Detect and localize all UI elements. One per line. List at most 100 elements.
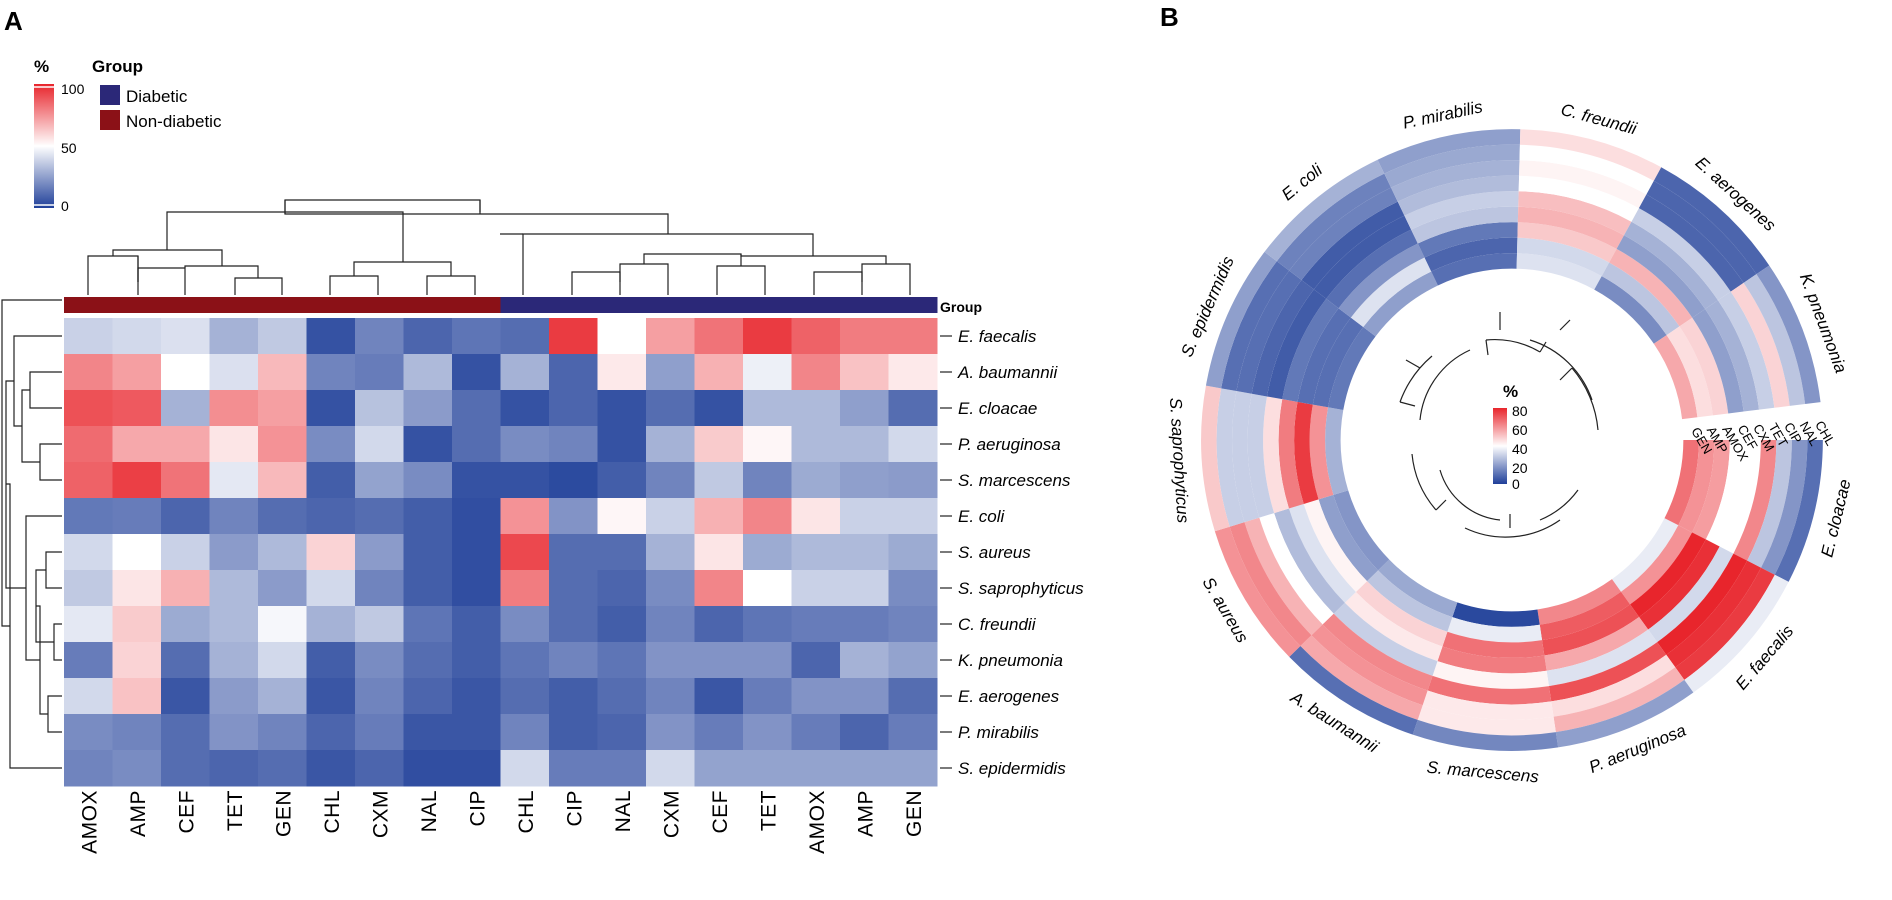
- ring-cell: [1646, 180, 1757, 283]
- sector-label: S. saprophyticus: [1166, 397, 1193, 524]
- column-label: AMOX: [806, 790, 829, 854]
- heatmap-cell: [694, 462, 744, 499]
- ring-cell: [1350, 257, 1432, 327]
- heatmap-cell: [355, 426, 404, 463]
- heatmap-cell: [209, 714, 259, 751]
- heatmap-cell: [694, 750, 744, 787]
- ring-cell: [1452, 602, 1540, 627]
- heatmap-cell: [694, 354, 744, 391]
- ring-cell: [1517, 222, 1617, 263]
- heatmap-cell: [452, 570, 501, 607]
- heatmap-cell: [840, 678, 889, 715]
- heatmap-cell: [791, 498, 841, 535]
- heatmap-cell: [549, 642, 598, 679]
- heatmap-cell: [112, 606, 162, 643]
- heatmap-cell: [840, 534, 889, 571]
- circular-heatmap-cells: [1201, 129, 1823, 751]
- heatmap-cell: [64, 426, 113, 463]
- ring-cell: [1422, 690, 1554, 720]
- group-bar-cell: [791, 297, 841, 313]
- group-legend-title: Group: [92, 57, 143, 76]
- heatmap-cell: [597, 606, 647, 643]
- heatmap-cell: [112, 750, 162, 787]
- ring-cell: [1326, 229, 1418, 309]
- heatmap-cell: [791, 570, 841, 607]
- ring-cell: [1675, 567, 1775, 680]
- heatmap-cell: [646, 426, 695, 463]
- heatmap-cell: [403, 678, 453, 715]
- heatmap-cell: [549, 570, 598, 607]
- ring-cell: [1417, 222, 1518, 258]
- heatmap-cell: [549, 462, 598, 499]
- heatmap-cell: [646, 462, 695, 499]
- heatmap-cell: [64, 462, 113, 499]
- heatmap-cell: [549, 354, 598, 391]
- heatmap-cell: [743, 570, 792, 607]
- ring-cell: [1516, 253, 1602, 290]
- heatmap-cell: [791, 462, 841, 499]
- ring-cell: [1594, 276, 1667, 344]
- heatmap-cell: [306, 570, 356, 607]
- ring-cell: [1282, 298, 1339, 402]
- heatmap-cell: [743, 390, 792, 427]
- ring-cell: [1548, 642, 1667, 702]
- ring-cell: [1378, 559, 1458, 618]
- group-bar-cell: [64, 297, 113, 313]
- group-legend-swatch-diabetic: [100, 85, 120, 105]
- heatmap-cell: [355, 678, 404, 715]
- heatmap-cell: [840, 354, 889, 391]
- heatmap-cell: [549, 390, 598, 427]
- sector-label: P. mirabilis: [1401, 97, 1485, 133]
- heatmap-cell: [403, 642, 453, 679]
- heatmap-cell: [112, 714, 162, 751]
- row-label: C. freundii: [958, 615, 1037, 634]
- ring-cell: [1289, 646, 1418, 735]
- ring-cell: [1300, 635, 1423, 720]
- heatmap-cell: [403, 318, 453, 355]
- heatmap-cell: [258, 534, 307, 571]
- heatmap-cell: [306, 642, 356, 679]
- ring-cell: [1289, 187, 1398, 281]
- heatmap-cell: [64, 678, 113, 715]
- heatmap-cell: [403, 462, 453, 499]
- ring-cell: [1201, 385, 1230, 532]
- group-bar-cell: [306, 297, 356, 313]
- heatmap-cell: [597, 678, 647, 715]
- ring-cell: [1733, 440, 1777, 561]
- heatmap-cell: [209, 750, 259, 787]
- colorbar-b-tick-80: 80: [1512, 403, 1528, 419]
- heatmap-cell: [743, 714, 792, 751]
- heatmap-cell: [694, 714, 744, 751]
- heatmap-cell: [403, 354, 453, 391]
- group-bar-cell: [500, 297, 550, 313]
- heatmap-cell: [258, 570, 307, 607]
- heatmap-cell: [500, 750, 550, 787]
- heatmap-cell: [258, 714, 307, 751]
- ring-cell: [1355, 581, 1448, 647]
- heatmap-cell: [64, 354, 113, 391]
- heatmap-cell: [500, 390, 550, 427]
- colorbar-a-tick-0: 0: [61, 198, 69, 214]
- heatmap-cell: [209, 318, 259, 355]
- ring-cell: [1719, 440, 1761, 554]
- heatmap-cell: [403, 606, 453, 643]
- heatmap-cell: [840, 318, 889, 355]
- ring-cell: [1276, 173, 1392, 271]
- heatmap-cell: [791, 534, 841, 571]
- column-labels: AMOX AMP CEF TET GEN CHL CXM NAL CIP CHL CIP NAL CXM…: [78, 790, 926, 854]
- ring-cell: [1544, 616, 1649, 671]
- ring-cell: [1517, 206, 1625, 249]
- heatmap-cell: [743, 606, 792, 643]
- ring-cell: [1247, 393, 1275, 518]
- colorbar-b: [1493, 408, 1507, 484]
- heatmap-cell: [452, 750, 501, 787]
- ring-cell: [1274, 508, 1345, 614]
- sector-label: E. cloacae: [1817, 477, 1854, 559]
- heatmap-cell: [549, 426, 598, 463]
- ring-cell: [1624, 221, 1718, 309]
- ring-cell: [1344, 591, 1443, 662]
- ring-cell: [1551, 654, 1676, 717]
- heatmap-cell: [161, 570, 210, 607]
- ring-cell: [1611, 518, 1679, 592]
- ring-cell: [1263, 396, 1289, 514]
